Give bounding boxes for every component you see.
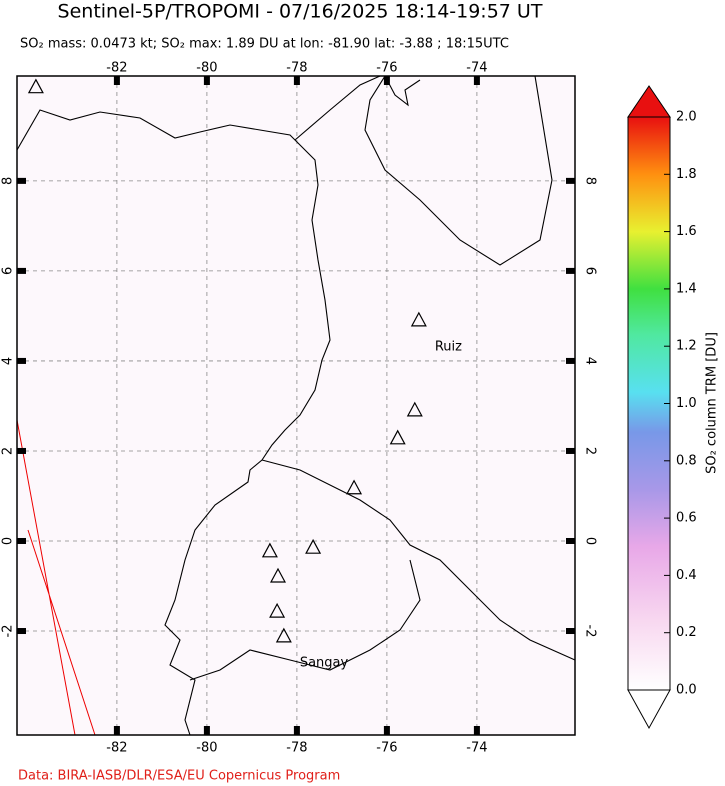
lon-tick-label: -80 <box>196 741 217 756</box>
colorbar-body <box>627 116 671 691</box>
tick-mark <box>383 726 390 735</box>
subtitle: SO₂ mass: 0.0473 kt; SO₂ max: 1.89 DU at… <box>20 37 509 52</box>
tick-mark <box>17 357 26 364</box>
volcano-marker <box>406 401 423 417</box>
lat-tick-label: 0 <box>1 537 16 545</box>
tick-mark <box>17 628 26 635</box>
lat-tick-label: 4 <box>1 357 16 365</box>
colorbar-tick-label: 0.2 <box>676 625 697 640</box>
title: Sentinel-5P/TROPOMI - 07/16/2025 18:14-1… <box>58 1 543 23</box>
volcano-label: Sangay <box>300 655 349 670</box>
volcano-marker <box>410 311 427 327</box>
colorbar-tick-label: 1.8 <box>676 167 697 182</box>
volcano-marker <box>261 542 278 558</box>
colorbar-label: SO₂ column TRM [DU] <box>705 332 720 474</box>
lon-tick-label: -78 <box>286 61 307 76</box>
colorbar-tick-label: 0.6 <box>676 511 697 526</box>
footer: Data: BIRA-IASB/DLR/ESA/EU Copernicus Pr… <box>18 769 340 784</box>
tick-mark <box>17 537 26 544</box>
tick-mark <box>293 76 300 85</box>
volcano-marker <box>305 538 322 554</box>
colorbar-min-arrow <box>627 689 671 730</box>
volcano-marker <box>275 627 292 643</box>
volcanoes: Ruiz Sangay <box>27 78 462 670</box>
tick-mark <box>203 76 210 85</box>
tick-mark <box>566 628 575 635</box>
tick-mark <box>473 76 480 85</box>
lon-tick-label: -76 <box>376 741 397 756</box>
tick-mark <box>203 726 210 735</box>
colorbar-tick-label: 0.4 <box>676 568 697 583</box>
tick-mark <box>113 726 120 735</box>
tick-mark <box>566 177 575 184</box>
border <box>189 559 421 681</box>
tick-mark <box>293 726 300 735</box>
colorbar-tick-label: 1.6 <box>676 224 697 239</box>
lat-tick-label: 2 <box>583 447 598 455</box>
lat-tick-label: 8 <box>583 177 598 185</box>
map-background <box>17 76 575 735</box>
tick-mark <box>566 267 575 274</box>
tick-mark <box>17 267 26 274</box>
lat-tick-label: -2 <box>583 625 598 638</box>
tick-mark <box>566 537 575 544</box>
tick-mark <box>566 447 575 454</box>
volcano-marker <box>269 602 286 618</box>
colorbar: SO₂ column TRM [DU] 0.0 0.2 0.4 0.6 0.8 1.0 1.… <box>627 85 720 730</box>
tick-mark <box>473 726 480 735</box>
volcano-marker <box>389 429 406 445</box>
coastline <box>16 109 331 736</box>
lon-tick-label: -74 <box>466 61 487 76</box>
colorbar-tick-label: 0.8 <box>676 453 697 468</box>
volcano-marker <box>269 567 287 583</box>
grid <box>17 76 575 735</box>
coastline <box>294 75 421 141</box>
lon-tick-label: -80 <box>196 61 217 76</box>
lat-tick-label: 6 <box>583 267 598 275</box>
volcano-marker <box>346 479 363 495</box>
lon-tick-label: -74 <box>466 741 487 756</box>
border <box>364 75 553 266</box>
border <box>261 459 576 661</box>
lat-tick-label: 2 <box>1 447 16 455</box>
colorbar-tick-label: 2.0 <box>676 110 697 125</box>
tick-mark <box>383 76 390 85</box>
colorbar-tick-label: 1.4 <box>676 281 697 296</box>
tick-mark <box>17 177 26 184</box>
colorbar-tick-label: 1.2 <box>676 339 697 354</box>
tick-mark <box>17 447 26 454</box>
lat-tick-label: 0 <box>583 537 598 545</box>
tick-mark <box>113 76 120 85</box>
volcano-label: Ruiz <box>435 339 462 354</box>
lon-tick-label: -82 <box>106 741 127 756</box>
lon-tick-label: -82 <box>106 61 127 76</box>
lat-tick-label: 6 <box>1 267 16 275</box>
orbit-edge <box>16 419 96 736</box>
lon-tick-label: -78 <box>286 741 307 756</box>
lon-tick-label: -76 <box>376 61 397 76</box>
colorbar-tick-label: 0.0 <box>676 683 697 698</box>
coastlines <box>16 75 576 736</box>
lat-tick-label: 4 <box>583 357 598 365</box>
tick-mark <box>566 357 575 364</box>
volcano-marker <box>27 78 44 94</box>
colorbar-max-arrow <box>627 85 671 118</box>
lat-tick-label: -2 <box>1 625 16 638</box>
lat-tick-label: 8 <box>1 177 16 185</box>
colorbar-tick-label: 1.0 <box>676 396 697 411</box>
